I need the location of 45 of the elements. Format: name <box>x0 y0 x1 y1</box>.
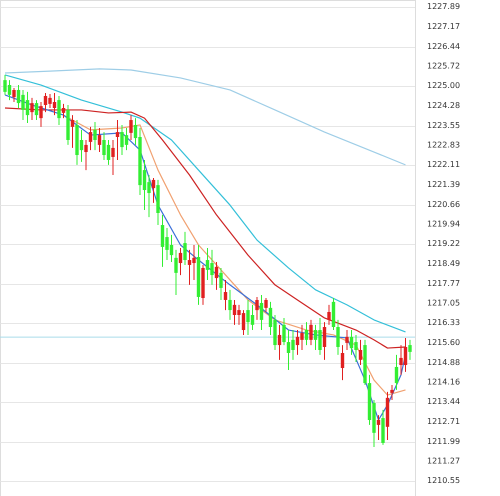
candlestick <box>70 114 74 148</box>
y-tick-label: 1218.49 <box>427 259 460 268</box>
y-tick-label: 1222.11 <box>427 160 460 170</box>
candlestick <box>8 80 12 101</box>
y-tick-label: 1217.77 <box>427 278 460 288</box>
candlestick <box>98 127 102 153</box>
candlestick <box>408 339 412 360</box>
y-tick-label: 1224.28 <box>427 100 460 110</box>
y-tick-label: 1214.16 <box>427 378 460 387</box>
y-tick-label: 1217.05 <box>427 298 460 308</box>
y-tick-label: 1225.72 <box>427 61 460 70</box>
candlestick <box>116 120 120 160</box>
candlestick <box>304 322 308 346</box>
candlestick <box>62 103 66 119</box>
candlestick <box>124 127 128 151</box>
candlestick <box>314 324 318 350</box>
y-tick-label: 1214.88 <box>427 358 460 367</box>
y-tick-label: 1225.00 <box>427 81 460 90</box>
line-series <box>4 74 406 333</box>
candlestick <box>358 339 362 366</box>
y-tick-label: 1223.55 <box>427 120 460 130</box>
y-tick-label: 1213.44 <box>427 397 460 406</box>
y-tick-label: 1227.17 <box>427 22 460 31</box>
line-series <box>4 68 406 166</box>
y-tick-label: 1221.39 <box>427 180 460 189</box>
y-tick-label: 1211.99 <box>427 436 460 446</box>
candlestick <box>250 304 254 331</box>
candlestick <box>3 74 7 96</box>
y-tick-label: 1210.55 <box>427 476 460 486</box>
y-tick-label: 1226.44 <box>427 42 460 51</box>
y-tick-label: 1219.22 <box>427 239 460 248</box>
y-tick-label: 1215.60 <box>427 338 460 348</box>
candlestick <box>300 324 304 350</box>
y-tick-label: 1222.83 <box>427 140 460 150</box>
candlestick <box>376 414 380 440</box>
y-tick-label: 1219.94 <box>427 219 460 228</box>
candlestick <box>206 248 210 280</box>
candlestick <box>88 126 92 151</box>
y-tick-label: 1211.27 <box>427 456 460 466</box>
candlestick <box>188 249 192 286</box>
y-tick-label: 1220.66 <box>427 200 460 209</box>
y-tick-label: 1227.89 <box>427 2 460 12</box>
line-series <box>62 114 406 396</box>
y-tick-label: 1212.71 <box>427 417 460 426</box>
y-tick-label: 1216.33 <box>427 318 460 328</box>
